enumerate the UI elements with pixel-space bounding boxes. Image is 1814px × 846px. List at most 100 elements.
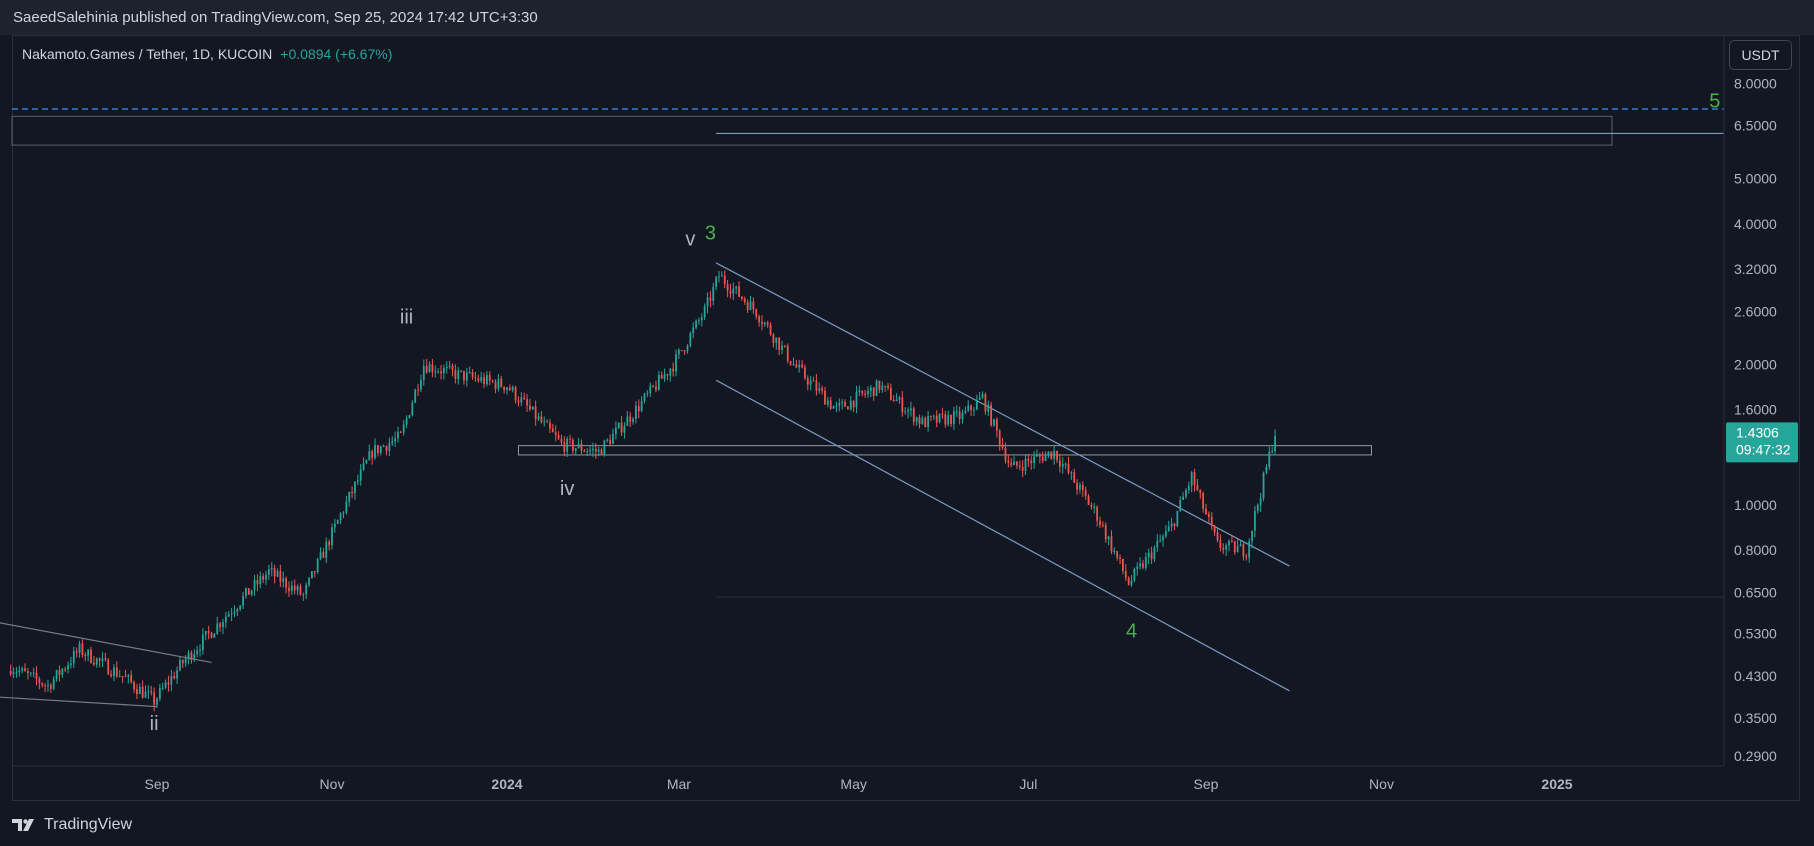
candle-body bbox=[763, 322, 766, 324]
candle-body bbox=[1079, 484, 1081, 490]
candle-body bbox=[1265, 466, 1268, 473]
candle-body bbox=[394, 438, 397, 442]
candle-body bbox=[517, 400, 520, 403]
support-zone-box[interactable] bbox=[517, 445, 1372, 456]
candle-body bbox=[849, 400, 852, 410]
candle-body bbox=[503, 386, 506, 391]
candle-body bbox=[683, 350, 686, 352]
chart-frame[interactable] bbox=[12, 35, 1800, 801]
drawing-annotations[interactable] bbox=[0, 108, 1724, 708]
candle-body bbox=[514, 387, 517, 401]
footer-brand[interactable]: TradingView bbox=[12, 812, 132, 838]
candle-body bbox=[32, 672, 35, 674]
candle-body bbox=[451, 365, 454, 371]
y-tick-label: 0.6500 bbox=[1734, 584, 1777, 600]
candle-body bbox=[895, 399, 898, 402]
wedge-lower-line[interactable] bbox=[0, 696, 158, 708]
candle-body bbox=[569, 438, 571, 440]
candle-body bbox=[603, 440, 606, 456]
candle-body bbox=[1164, 531, 1167, 537]
candle-body bbox=[322, 552, 325, 558]
currency-button[interactable]: USDT bbox=[1729, 40, 1792, 70]
candle-body bbox=[1259, 498, 1262, 505]
candle-body bbox=[1116, 551, 1119, 558]
candle-body bbox=[158, 688, 161, 699]
candle-body bbox=[889, 388, 892, 400]
wedge-upper-line[interactable] bbox=[0, 619, 212, 664]
candle-body bbox=[90, 649, 92, 663]
x-tick-label: Jul bbox=[1019, 776, 1037, 792]
candle-body bbox=[826, 400, 829, 405]
candle-body bbox=[1167, 526, 1170, 532]
channel-upper-line[interactable] bbox=[715, 262, 1290, 567]
candle-body bbox=[1081, 484, 1084, 490]
candle-body bbox=[49, 684, 52, 689]
candle-body bbox=[1096, 506, 1099, 521]
candle-body bbox=[844, 401, 846, 407]
candle-body bbox=[970, 405, 972, 410]
candle-body bbox=[345, 501, 348, 513]
candle-body bbox=[723, 275, 726, 284]
candle-body bbox=[70, 663, 72, 666]
candle-body bbox=[543, 421, 546, 423]
candle-body bbox=[958, 411, 961, 420]
candle-body bbox=[414, 389, 417, 403]
x-tick-label: Nov bbox=[320, 776, 345, 792]
candle-body bbox=[930, 415, 932, 417]
candle-body bbox=[1021, 466, 1024, 471]
candle-body bbox=[973, 409, 975, 411]
candle-body bbox=[838, 403, 841, 406]
last-price-countdown: 09:47:32 bbox=[1736, 441, 1791, 457]
candle-body bbox=[614, 427, 617, 434]
candle-body bbox=[184, 659, 187, 664]
candle-body bbox=[262, 576, 265, 580]
candle-body bbox=[812, 380, 815, 382]
candle-body bbox=[425, 365, 428, 373]
candle-body bbox=[1122, 558, 1124, 571]
x-tick-label: Sep bbox=[145, 776, 170, 792]
last-price-value: 1.4306 bbox=[1736, 424, 1779, 440]
candle-body bbox=[133, 682, 135, 690]
candle-body bbox=[242, 595, 244, 606]
candle-body bbox=[1013, 461, 1015, 466]
candle-body bbox=[1210, 516, 1213, 526]
candle-body bbox=[1213, 525, 1216, 533]
candle-body bbox=[1087, 496, 1090, 505]
symbol-title[interactable]: Nakamoto.Games / Tether, 1D, KUCOIN bbox=[22, 46, 273, 62]
candle-body bbox=[359, 469, 362, 481]
candle-body bbox=[709, 297, 712, 301]
candle-body bbox=[580, 443, 583, 452]
candle-body bbox=[374, 445, 376, 458]
target-zone-box[interactable] bbox=[11, 115, 1613, 146]
candle-body bbox=[801, 364, 803, 368]
candle-body bbox=[953, 411, 955, 425]
candle-body bbox=[901, 397, 904, 413]
symbol-legend[interactable]: Nakamoto.Games / Tether, 1D, KUCOIN +0.0… bbox=[22, 46, 392, 62]
candle-body bbox=[612, 433, 614, 445]
candle-body bbox=[551, 428, 554, 433]
candle-body bbox=[1173, 523, 1176, 527]
candle-body bbox=[282, 578, 285, 582]
candle-body bbox=[110, 674, 112, 677]
candle-body bbox=[454, 370, 457, 379]
candle-body bbox=[440, 371, 442, 374]
candle-body bbox=[104, 658, 107, 660]
candle-body bbox=[998, 430, 1001, 445]
candle-body bbox=[677, 349, 680, 355]
candle-body bbox=[388, 443, 391, 451]
candle-body bbox=[308, 577, 310, 585]
candle-body bbox=[1256, 504, 1259, 511]
candle-body bbox=[755, 309, 758, 317]
candle-body bbox=[488, 375, 491, 381]
axes[interactable]: 8.0000 6.5000 5.0000 4.0000 3.2000 2.6000 2.00… bbox=[12, 35, 1798, 792]
candle-body bbox=[422, 365, 425, 381]
candle-body bbox=[1219, 540, 1222, 548]
candle-body bbox=[663, 374, 666, 379]
candle-body bbox=[210, 632, 213, 638]
candle-body bbox=[136, 689, 138, 694]
candle-body bbox=[1053, 450, 1056, 459]
candle-body bbox=[626, 416, 629, 426]
channel-lower-line[interactable] bbox=[715, 379, 1290, 692]
